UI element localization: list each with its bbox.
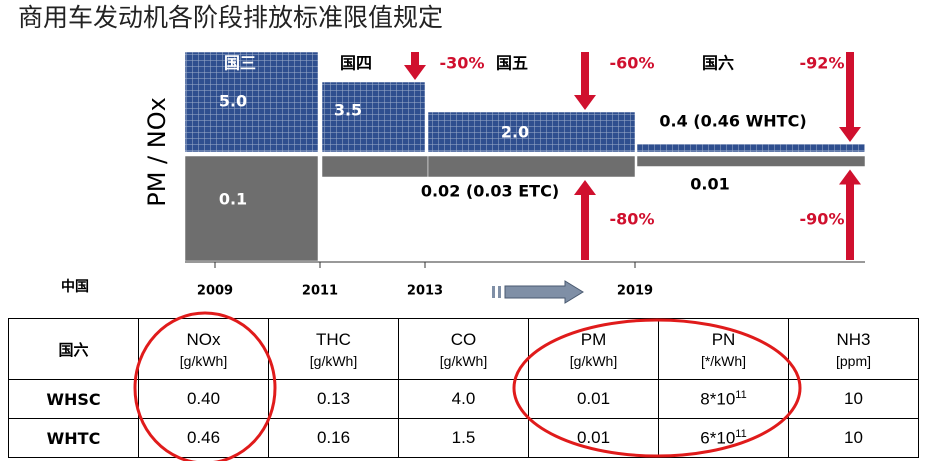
table-row: WHTC 0.46 0.16 1.5 0.01 6*1011 10 xyxy=(8,418,919,458)
table-cell: WHTC xyxy=(8,418,139,458)
bar-texture xyxy=(185,52,318,152)
table-cell: 10 xyxy=(788,418,919,458)
table-cell: 0.13 xyxy=(268,379,399,419)
emission-table: 国六 NOx [g/kWh] THC [g/kWh] CO [g/kWh] PM [g/kWh]… xyxy=(8,318,919,458)
table-cell: 10 xyxy=(788,379,919,419)
change-label: -80% xyxy=(610,210,655,229)
header-cell: PM [g/kWh] xyxy=(528,318,659,380)
reduction-arrow xyxy=(404,65,426,80)
table-cell: 0.40 xyxy=(138,379,269,419)
bar xyxy=(321,155,429,178)
table-cell: WHSC xyxy=(8,379,139,419)
header-name: 国六 xyxy=(58,340,89,359)
header-cell: CO [g/kWh] xyxy=(398,318,529,380)
header-name: PM xyxy=(580,329,607,349)
change-label: -30% xyxy=(440,54,485,73)
stage-label: 国六 xyxy=(702,54,734,73)
stage-label: 国四 xyxy=(340,54,372,73)
table-cell: 0.01 xyxy=(528,379,659,419)
bar xyxy=(184,155,319,262)
x-tick-label: 2013 xyxy=(407,284,443,299)
header-name: NOx xyxy=(186,329,221,349)
change-label: -90% xyxy=(800,210,845,229)
table-cell: 8*1011 xyxy=(658,379,789,419)
table-cell: 6*1011 xyxy=(658,418,789,458)
header-unit: [g/kWh] xyxy=(569,352,618,369)
change-label: -92% xyxy=(800,54,845,73)
bar-texture xyxy=(322,82,425,152)
table-cell: 0.01 xyxy=(528,418,659,458)
header-unit: [g/kWh] xyxy=(309,352,358,369)
header-cell: NOx [g/kWh] xyxy=(138,318,269,380)
reduction-arrow xyxy=(581,194,589,260)
change-label: -60% xyxy=(610,54,655,73)
cell-base: 8*10 xyxy=(700,389,736,409)
header-row: 国六 NOx [g/kWh] THC [g/kWh] CO [g/kWh] PM [g/kWh]… xyxy=(8,318,919,380)
header-name: THC xyxy=(316,329,351,349)
header-unit: [g/kWh] xyxy=(439,352,488,369)
x-tick-label: 2019 xyxy=(617,284,653,299)
reduction-arrow xyxy=(581,52,589,96)
reduction-arrow xyxy=(839,127,861,142)
header-cell: NH3 [ppm] xyxy=(788,318,919,380)
table-cell: 0.46 xyxy=(138,418,269,458)
stage-label: 国三 xyxy=(224,54,256,73)
value-label: 0.02 (0.03 ETC) xyxy=(421,182,559,201)
value-label: 3.5 xyxy=(334,101,362,120)
x-axis-label: 中国 xyxy=(61,278,89,295)
value-label: 0.4 (0.46 WHTC) xyxy=(659,112,806,131)
reduction-arrow xyxy=(574,95,596,110)
header-cell: PN [*/kWh] xyxy=(658,318,789,380)
table-cell: 4.0 xyxy=(398,379,529,419)
header-name: PN xyxy=(711,329,736,349)
value-label: 5.0 xyxy=(219,92,247,111)
reduction-arrow xyxy=(411,52,419,66)
value-label: 0.01 xyxy=(690,175,729,194)
value-label: 2.0 xyxy=(501,123,529,142)
x-tick-label: 2011 xyxy=(302,284,338,299)
header-name: CO xyxy=(450,329,477,349)
cell-exponent: 11 xyxy=(735,388,747,401)
reduction-arrow xyxy=(846,52,854,128)
header-unit: [g/kWh] xyxy=(179,352,228,369)
value-label: 0.1 xyxy=(219,190,247,209)
table-row: WHSC 0.40 0.13 4.0 0.01 8*1011 10 xyxy=(8,379,919,419)
header-unit: [*/kWh] xyxy=(700,352,747,369)
bar xyxy=(427,155,636,178)
table-cell: 0.16 xyxy=(268,418,399,458)
bar-texture xyxy=(428,112,635,152)
y-axis-label: PM / NOx xyxy=(143,97,171,207)
x-tick-label: 2009 xyxy=(197,284,233,299)
cell-base: 6*10 xyxy=(700,428,736,448)
reduction-arrow xyxy=(574,180,596,195)
header-name: NH3 xyxy=(836,329,871,349)
bar xyxy=(636,155,866,167)
reduction-arrow xyxy=(846,183,854,260)
title: 商用车发动机各阶段排放标准限值规定 xyxy=(18,3,443,32)
cell-exponent: 11 xyxy=(735,427,747,440)
stage-label: 国五 xyxy=(496,54,528,73)
header-cell: 国六 xyxy=(8,318,139,380)
bar-texture xyxy=(637,144,865,152)
header-unit: [ppm] xyxy=(835,352,871,369)
chart: 商用车发动机各阶段排放标准限值规定 PM / NOx 中国 国三 国四 国五 国六 5.… xyxy=(18,3,866,304)
header-cell: THC [g/kWh] xyxy=(268,318,399,380)
reduction-arrow xyxy=(839,169,861,185)
timeline-arrow xyxy=(492,280,584,304)
table-cell: 1.5 xyxy=(398,418,529,458)
